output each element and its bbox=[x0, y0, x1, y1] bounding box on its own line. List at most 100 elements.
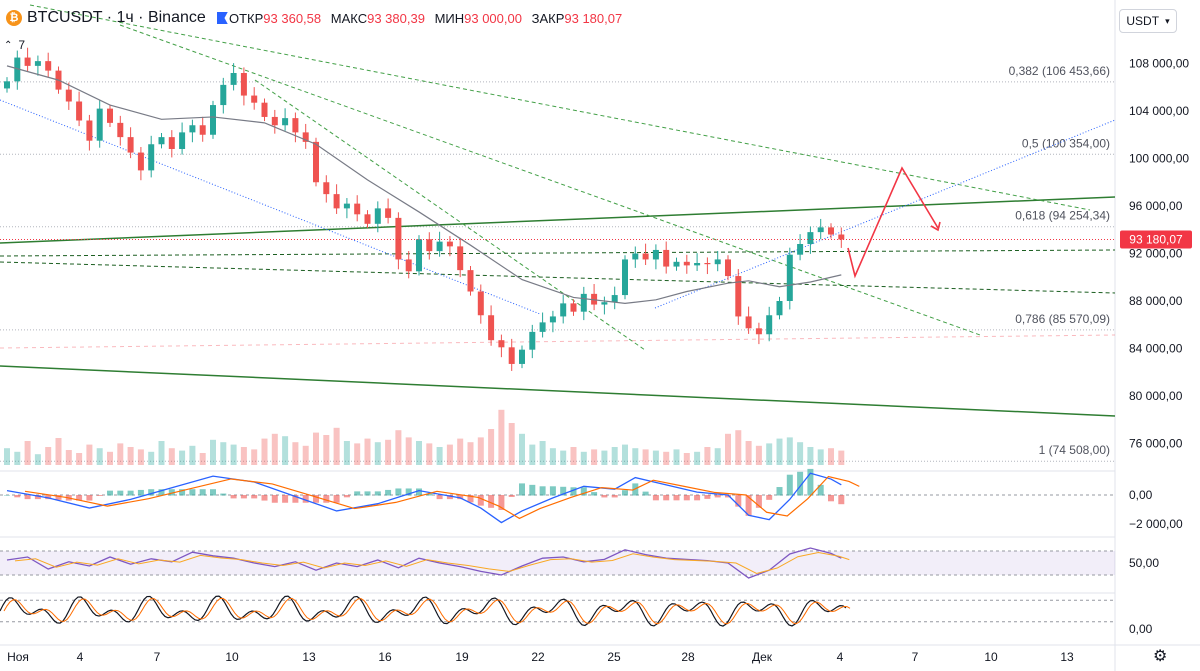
candle bbox=[364, 214, 371, 224]
macd-line bbox=[6, 472, 842, 524]
candle bbox=[127, 137, 134, 153]
macd-histogram-bar bbox=[446, 495, 453, 500]
macd-histogram-bar bbox=[271, 495, 278, 503]
macd-histogram-bar bbox=[96, 495, 103, 496]
volume-bar bbox=[168, 448, 175, 465]
candle bbox=[354, 203, 361, 215]
macd-histogram-bar bbox=[694, 495, 701, 501]
gear-icon[interactable]: ⚙ bbox=[1153, 648, 1168, 665]
macd-histogram-bar bbox=[436, 495, 443, 500]
volume-bar bbox=[343, 441, 350, 465]
stoch-tick-label: 0,00 bbox=[1129, 622, 1153, 636]
candle bbox=[86, 120, 93, 141]
candle bbox=[158, 137, 165, 145]
candle bbox=[292, 118, 299, 133]
volume-bar bbox=[683, 453, 690, 465]
macd-histogram-bar bbox=[45, 495, 52, 500]
volume-bar bbox=[704, 447, 711, 465]
macd-histogram-bar bbox=[683, 495, 690, 501]
dashed-trend-line bbox=[119, 24, 981, 336]
candle bbox=[683, 261, 690, 266]
volume-bar bbox=[4, 448, 10, 465]
macd-histogram-bar bbox=[745, 495, 752, 516]
volume-bar bbox=[14, 451, 21, 465]
volume-bar bbox=[385, 439, 392, 465]
macd-histogram-bar bbox=[673, 495, 680, 501]
candle bbox=[282, 118, 289, 126]
candle bbox=[838, 234, 845, 240]
volume-bar bbox=[766, 443, 773, 465]
candle bbox=[529, 331, 536, 350]
candle bbox=[210, 105, 216, 135]
volume-bar bbox=[302, 445, 309, 465]
macd-histogram-bar bbox=[354, 491, 361, 496]
macd-histogram-bar bbox=[508, 495, 515, 497]
volume-bar bbox=[611, 447, 618, 465]
volume-bar bbox=[261, 438, 268, 465]
volume-bar bbox=[694, 451, 701, 465]
macd-histogram-bar bbox=[220, 493, 227, 496]
candle bbox=[457, 246, 464, 271]
symbol-title[interactable]: ₿ BTCUSDT · 1ч · Binance bbox=[6, 9, 228, 27]
volume-bar bbox=[807, 447, 814, 465]
volume-bar bbox=[828, 448, 834, 465]
candle bbox=[642, 253, 649, 260]
price-tick-label: 80 000,00 bbox=[1129, 389, 1183, 403]
macd-histogram-bar bbox=[416, 488, 422, 496]
macd-histogram-bar bbox=[24, 495, 31, 500]
candle bbox=[786, 254, 793, 301]
candle bbox=[488, 315, 495, 341]
dashed-trend-line bbox=[0, 261, 1116, 294]
rsi-band bbox=[0, 551, 1115, 575]
macd-histogram-bar bbox=[323, 495, 330, 503]
macd-histogram-bar bbox=[591, 492, 598, 496]
chevron-down-icon: ▾ bbox=[1165, 15, 1170, 26]
volume-bar bbox=[642, 449, 649, 465]
candle bbox=[34, 61, 41, 66]
trend-line bbox=[0, 196, 1116, 244]
time-tick-label: 22 bbox=[531, 650, 545, 664]
volume-bar bbox=[539, 441, 546, 465]
macd-histogram-bar bbox=[652, 495, 659, 501]
candle bbox=[261, 102, 268, 117]
volume-bar bbox=[426, 443, 433, 465]
time-tick-label: 13 bbox=[302, 650, 316, 664]
macd-histogram-bar bbox=[210, 489, 216, 496]
candle bbox=[745, 316, 752, 329]
open-value: 93 360,58 bbox=[263, 11, 322, 26]
price-tick-label: 84 000,00 bbox=[1129, 342, 1183, 356]
volume-bar bbox=[457, 438, 464, 465]
candle bbox=[168, 137, 175, 149]
volume-bar bbox=[663, 451, 670, 465]
volume-bar bbox=[467, 442, 474, 465]
candle bbox=[714, 259, 721, 265]
macd-histogram-bar bbox=[755, 495, 762, 508]
macd-histogram-bar bbox=[189, 489, 196, 496]
macd-histogram-bar bbox=[611, 495, 618, 498]
macd-histogram-bar bbox=[4, 495, 10, 496]
moving-average-line bbox=[6, 65, 842, 304]
macd-histogram-bar bbox=[663, 495, 670, 501]
candle bbox=[117, 122, 124, 138]
macd-histogram-bar bbox=[622, 490, 628, 496]
candle bbox=[436, 241, 443, 252]
volume-bar bbox=[230, 444, 237, 465]
volume-bar bbox=[549, 448, 556, 465]
currency-selector[interactable]: USDT ▾ bbox=[1119, 9, 1177, 33]
volume-bar bbox=[107, 451, 113, 465]
indicator-count: 7 bbox=[18, 38, 26, 52]
volume-bar bbox=[570, 447, 577, 465]
volume-bar bbox=[251, 449, 258, 465]
candle bbox=[426, 239, 433, 252]
macd-histogram-bar bbox=[539, 486, 546, 496]
time-tick-label: 19 bbox=[455, 650, 469, 664]
volume-bar bbox=[199, 453, 206, 465]
volume-bar bbox=[416, 441, 422, 465]
candle bbox=[416, 239, 422, 272]
volume-bar bbox=[560, 450, 567, 465]
indicators-toggle[interactable]: ⌃ 7 bbox=[4, 38, 25, 52]
volume-bar bbox=[498, 409, 505, 465]
candle bbox=[45, 61, 52, 71]
flag-icon[interactable] bbox=[216, 12, 228, 24]
